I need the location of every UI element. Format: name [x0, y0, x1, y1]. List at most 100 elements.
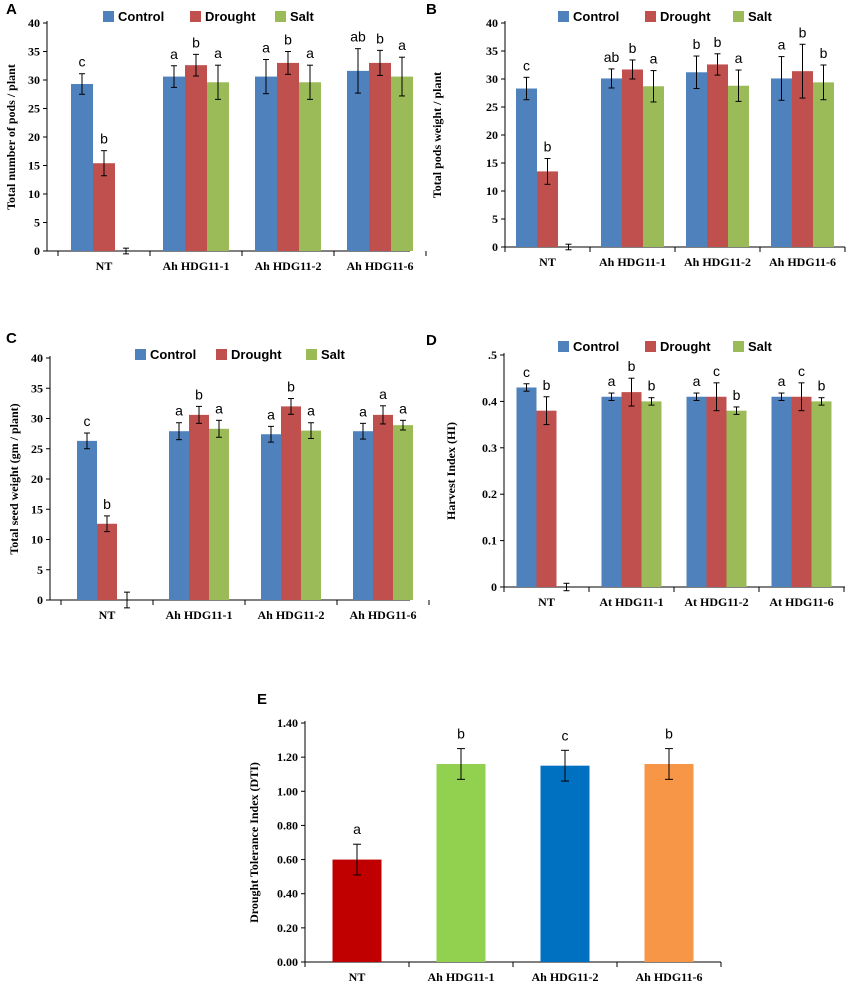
bar-drought	[622, 69, 643, 247]
significance-label: b	[714, 34, 722, 50]
y-tick-label: 0	[492, 240, 498, 254]
bar-control	[163, 76, 185, 251]
significance-label: a	[267, 406, 275, 422]
legend-label: Control	[573, 339, 619, 354]
bar-salt	[301, 430, 321, 600]
legend-label: Salt	[748, 339, 773, 354]
significance-label: b	[693, 36, 701, 52]
significance-label: b	[376, 30, 384, 46]
significance-label: b	[192, 34, 200, 50]
legend-swatch	[645, 341, 656, 352]
x-category-label: At HDG11-6	[769, 595, 833, 609]
bar-control	[771, 396, 792, 587]
legend-swatch	[645, 11, 656, 22]
significance-label: ab	[350, 29, 366, 45]
y-tick-label: 1.00	[277, 784, 298, 798]
significance-label: a	[379, 386, 387, 402]
y-tick-label: 0.4	[482, 394, 497, 408]
y-tick-label: .5	[488, 348, 497, 362]
y-tick-label: 25	[28, 102, 40, 116]
y-tick-label: 0	[491, 580, 497, 594]
y-tick-label: 30	[31, 412, 43, 426]
bar-drought	[536, 410, 557, 587]
significance-label: c	[523, 364, 530, 380]
bar-drought	[373, 414, 393, 600]
significance-label: a	[399, 400, 407, 416]
bar-drought	[97, 523, 117, 600]
x-category-label: NT	[99, 608, 116, 622]
significance-label: b	[103, 496, 111, 512]
legend-label: Salt	[290, 9, 315, 24]
x-category-label: NT	[538, 595, 555, 609]
y-tick-label: 15	[31, 502, 43, 516]
significance-label: b	[287, 379, 295, 395]
significance-label: a	[175, 403, 183, 419]
bar-drought	[792, 71, 813, 247]
x-category-label: Ah HDG11-1	[165, 608, 232, 622]
bar-dti	[540, 765, 590, 962]
significance-label: a	[307, 403, 315, 419]
panel-letter: C	[6, 330, 17, 347]
legend-swatch	[275, 11, 286, 22]
significance-label: b	[628, 358, 636, 374]
x-category-label: NT	[349, 970, 366, 984]
bar-control	[516, 88, 537, 248]
bar-control	[686, 72, 707, 247]
y-tick-label: 10	[31, 533, 43, 547]
y-tick-label: 30	[486, 72, 498, 86]
y-tick-label: 35	[31, 381, 43, 395]
x-category-label: Ah HDG11-6	[635, 970, 702, 984]
significance-label: b	[629, 40, 637, 56]
bar-drought	[189, 414, 209, 600]
y-tick-label: 1.40	[277, 716, 298, 730]
legend-swatch	[558, 11, 569, 22]
bar-drought	[707, 64, 728, 247]
y-axis-label: Harvest Index (HI)	[444, 422, 458, 520]
chart-panel-a: A 0 5 10 15 20 25 30 35 40 Total number of pods / …	[4, 1, 427, 273]
chart-panel-e: E 0.00 0.20 0.40 0.60 0.80 1.00 1.20 1.40 Drought…	[247, 691, 722, 984]
bar-salt	[726, 410, 747, 587]
y-tick-label: 5	[37, 563, 43, 577]
bar-control	[255, 76, 277, 251]
significance-label: b	[648, 378, 656, 394]
y-tick-label: 0.20	[277, 921, 298, 935]
x-category-label: Ah HDG11-6	[769, 255, 836, 269]
y-axis-label: Drought Tolerance Index (DTI)	[247, 762, 261, 923]
x-category-label: Ah HDG11-6	[349, 608, 416, 622]
bar-control	[771, 78, 792, 247]
legend-swatch	[103, 11, 114, 22]
x-category-label: At HDG11-1	[599, 595, 663, 609]
significance-label: b	[733, 387, 741, 403]
bar-control	[71, 83, 93, 252]
chart-panel-b: B 0 5 10 15 20 25 30 35 40 Total pods weight / pla…	[426, 1, 846, 269]
significance-label: a	[735, 50, 743, 66]
y-tick-label: 20	[31, 472, 43, 486]
legend-label: Drought	[205, 9, 256, 24]
bar-salt	[811, 401, 832, 587]
bar-control	[601, 78, 622, 247]
significance-label: a	[306, 45, 314, 61]
significance-label: b	[799, 24, 807, 40]
bar-control	[261, 434, 281, 600]
significance-label: a	[353, 821, 361, 837]
y-tick-label: 40	[28, 16, 40, 30]
y-tick-label: 0.00	[277, 955, 298, 969]
y-tick-label: 10	[486, 184, 498, 198]
bar-dti	[436, 763, 486, 962]
significance-label: c	[562, 727, 569, 743]
significance-label: b	[820, 45, 828, 61]
significance-label: a	[214, 45, 222, 61]
x-category-label: Ah HDG11-2	[531, 970, 598, 984]
bar-drought	[791, 396, 812, 587]
significance-label: c	[79, 54, 86, 70]
y-tick-label: 20	[486, 128, 498, 142]
y-tick-label: 0	[34, 244, 40, 258]
bar-salt	[643, 86, 664, 247]
y-tick-label: 5	[492, 212, 498, 226]
bar-dti	[644, 763, 694, 962]
bar-salt	[391, 76, 413, 251]
legend-swatch	[733, 341, 744, 352]
legend-label: Drought	[660, 339, 711, 354]
significance-label: b	[284, 32, 292, 48]
